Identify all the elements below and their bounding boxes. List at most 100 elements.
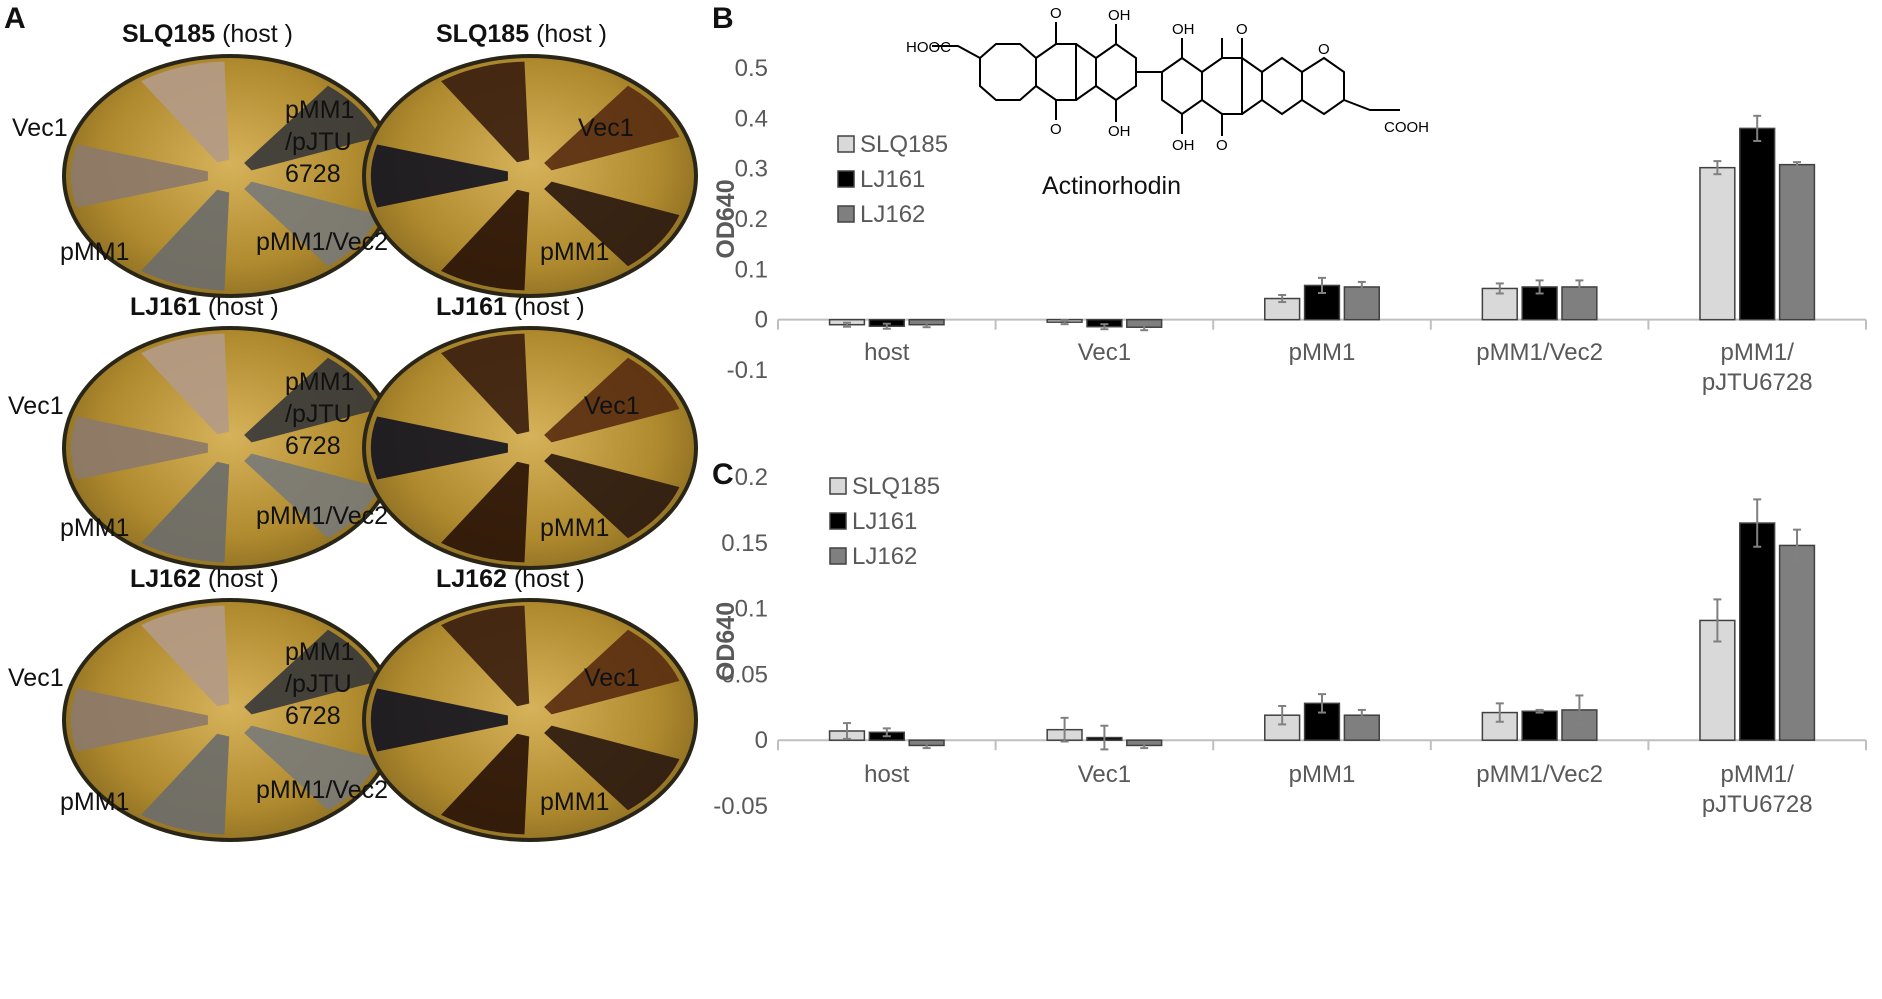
plate-sector [244,725,380,811]
category-label: pJTU6728 [1702,791,1813,818]
bar [1521,710,1558,741]
sector-label-pmm1: pMM1 [60,514,130,542]
category-label: pMM1 [1289,761,1356,788]
plate-sectors [70,333,380,563]
culture-plate [362,54,698,298]
sector-label-pmm1-pjtu6728: pMM1 /pJTU 6728 [285,638,355,730]
strain-name: SLQ185 [122,20,216,48]
legend-label: LJ162 [852,543,917,570]
sector-label-pmm1-vec2: pMM1/Vec2 [256,502,389,530]
plate-sector [441,605,530,707]
plate-sector [441,733,530,835]
bar [1561,286,1598,321]
y-tick-label: 0 [755,307,768,334]
plate-sector [141,189,230,291]
category-label: pMM1/Vec2 [1476,339,1603,366]
host-suffix: (host ) [536,20,607,48]
plate-sector [544,725,680,811]
bar [1739,522,1776,741]
y-tick-label: 0.1 [735,256,768,283]
y-tick-label: 0.5 [735,55,768,82]
category-label: Vec1 [1078,761,1131,788]
legend-swatch [837,205,855,223]
plate-sector [70,688,208,752]
bar [1739,127,1776,321]
bar-chart-panel-b: -0.1 0 0.1 0.2 0.3 0.4 0.5 OD640 host Vec1 pMM1 pMM… [712,55,1867,396]
legend-label: LJ161 [860,166,925,193]
sector-label-vec1: Vec1 [8,664,64,692]
sector-label-pmm1: pMM1 [540,514,610,542]
plate-sectors [70,605,380,835]
host-suffix: (host ) [207,293,279,321]
strain-name: LJ161 [436,293,507,321]
category-label: pMM1 [1289,339,1356,366]
category-label: host [864,761,910,788]
host-suffix: (host ) [207,565,279,593]
plate-sector [441,61,530,163]
structure-atom-label: O [1050,121,1062,138]
category-label: pMM1/ [1721,339,1795,366]
host-suffix: (host ) [222,20,293,48]
plate-sectors [370,333,680,563]
culture-plate [62,326,398,570]
plate-sector [141,61,230,163]
y-tick-label: 0 [755,727,768,754]
y-tick-label: 0.2 [735,206,768,233]
structure-name: Actinorhodin [1042,172,1181,200]
plate-sector [70,416,208,480]
plate-sector [141,733,230,835]
plate-sector [441,461,530,563]
plate-sector [141,605,230,707]
sector-label-vec1: Vec1 [12,114,68,142]
plate-title: LJ162 (host ) [436,565,585,594]
category-label: Vec1 [1078,339,1131,366]
legend-swatch [829,477,847,495]
legend-label: SLQ185 [860,131,948,158]
panel-c-label: C [712,458,734,491]
legend-swatch [837,170,855,188]
sector-label-vec1: Vec1 [8,392,64,420]
plate-sector [244,181,380,267]
plate-sector [544,357,680,443]
structure-atom-label: HOOC [906,39,951,56]
plate-sector [244,85,380,171]
strain-name: LJ162 [436,565,507,593]
plate-sector [544,181,680,267]
structure-atom-label: O [1216,137,1228,154]
y-tick-label: -0.1 [727,357,768,384]
category-label: pMM1/ [1721,761,1795,788]
legend-swatch [837,135,855,153]
sector-label-pmm1: pMM1 [540,238,610,266]
plate-sector [544,453,680,539]
legend-swatch [829,512,847,530]
plate-sector [244,453,380,539]
host-suffix: (host ) [513,293,585,321]
y-tick-label: 0.15 [721,530,768,557]
plate-sector [244,629,380,715]
culture-plate [62,598,398,842]
legend-label: LJ161 [852,508,917,535]
plate-sector [370,416,508,480]
plate-sector [141,333,230,435]
strain-name: SLQ185 [436,20,530,48]
structure-atom-label: OH [1108,7,1131,24]
strain-name: LJ162 [130,565,201,593]
sector-label-pmm1: pMM1 [540,788,610,816]
structure-atom-label: O [1318,41,1330,58]
y-tick-label: 0.05 [721,661,768,688]
plate-title: LJ161 (host ) [130,293,279,322]
sector-label-vec1: Vec1 [584,664,640,692]
bar [1303,284,1341,321]
plate-sector [244,357,380,443]
sector-label-pmm1-vec2: pMM1/Vec2 [256,228,389,256]
plate-sector [70,144,208,208]
structure-atom-label: OH [1108,123,1131,140]
structure-atom-label: OH [1172,137,1195,154]
plate-sector [370,688,508,752]
host-suffix: (host ) [513,565,585,593]
bar [1264,714,1301,741]
y-tick-label: 0.3 [735,156,768,183]
legend-label: LJ162 [860,201,925,228]
plate-sector [441,189,530,291]
culture-plate [362,598,698,842]
